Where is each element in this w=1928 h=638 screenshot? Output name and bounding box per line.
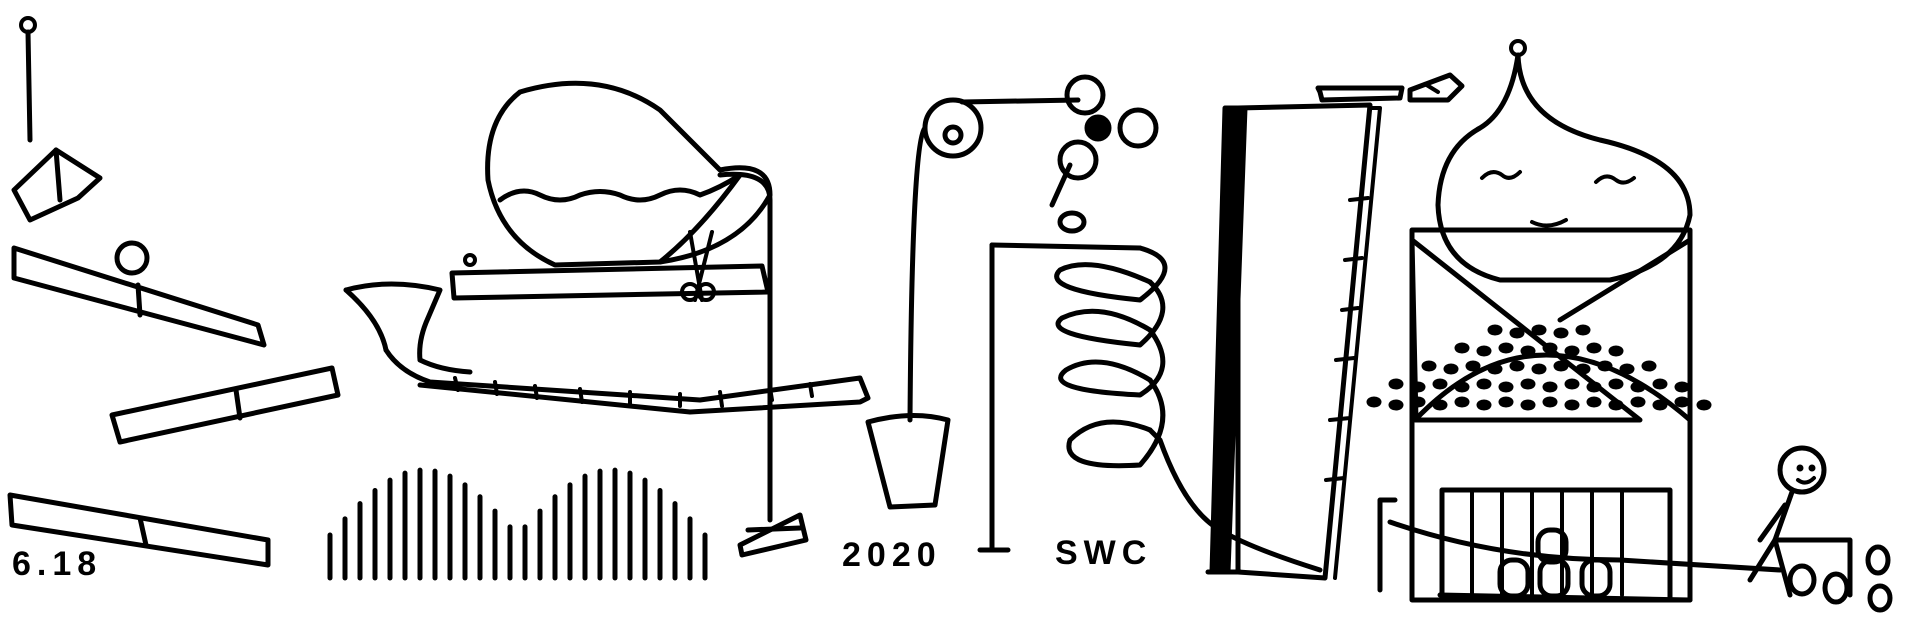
sand-dot — [1412, 398, 1424, 406]
spring-coil — [980, 245, 1320, 570]
sand-dot — [1676, 398, 1688, 406]
sand-dots — [1368, 326, 1710, 409]
sand-dot — [1610, 380, 1622, 388]
hourglass — [1412, 41, 1690, 600]
sand-dot — [1511, 362, 1523, 370]
sand-dot — [1478, 380, 1490, 388]
ball — [117, 243, 147, 273]
sand-dot — [1577, 326, 1589, 334]
cage — [1380, 490, 1780, 600]
rod-stand — [720, 174, 806, 555]
sand-dot — [1610, 347, 1622, 355]
sand-dot — [1456, 344, 1468, 352]
marbles — [1790, 547, 1890, 610]
sand-dot — [1632, 398, 1644, 406]
ramp-middle — [112, 368, 338, 442]
sand-dot — [1489, 365, 1501, 373]
pulley — [910, 100, 1078, 420]
sand-dot — [1390, 401, 1402, 409]
sand-dot — [1478, 347, 1490, 355]
sand-dot — [1555, 329, 1567, 337]
stick-figure — [1750, 448, 1850, 595]
sand-dot — [1467, 362, 1479, 370]
sand-dot — [1423, 362, 1435, 370]
sand-dot — [1533, 365, 1545, 373]
initials-label: SWC — [1055, 534, 1153, 572]
sand-dot — [1478, 401, 1490, 409]
pen-nib-icon — [1318, 75, 1462, 100]
sand-dot — [1610, 401, 1622, 409]
sand-dot — [1577, 365, 1589, 373]
sand-dot — [1588, 383, 1600, 391]
sand-dot — [1676, 383, 1688, 391]
water-sack — [465, 83, 770, 265]
sand-dot — [1544, 398, 1556, 406]
sand-dot — [1643, 362, 1655, 370]
sand-dot — [1390, 380, 1402, 388]
shelf-plank — [452, 266, 768, 298]
long-tube — [386, 350, 868, 412]
sand-dot — [1654, 401, 1666, 409]
sand-dot — [1566, 347, 1578, 355]
fidget-spinner-icon — [1052, 77, 1156, 231]
sand-dot — [1445, 365, 1457, 373]
sand-dot — [1456, 398, 1468, 406]
sand-dot — [1434, 380, 1446, 388]
sand-dot — [1511, 329, 1523, 337]
sand-dot — [1632, 383, 1644, 391]
ramp-top — [14, 248, 264, 345]
ramp-bottom — [10, 495, 268, 565]
sand-dot — [1533, 326, 1545, 334]
sand-dot — [1566, 401, 1578, 409]
sand-dot — [1588, 398, 1600, 406]
sand-dot — [1566, 380, 1578, 388]
sand-dot — [1599, 362, 1611, 370]
hanging-bucket — [14, 18, 100, 220]
domino-row — [330, 470, 705, 578]
sand-dot — [1412, 383, 1424, 391]
sand-dot — [1500, 398, 1512, 406]
sand-dot — [1588, 344, 1600, 352]
sand-dot — [1654, 380, 1666, 388]
year-label: 2020 — [842, 536, 942, 574]
funnel — [346, 284, 440, 360]
sand-dot — [1698, 401, 1710, 409]
sand-dot — [1456, 383, 1468, 391]
sand-dot — [1434, 401, 1446, 409]
date-label: 6.18 — [12, 545, 103, 583]
sand-dot — [1544, 383, 1556, 391]
scissors-icon — [682, 232, 714, 300]
sand-dot — [1555, 362, 1567, 370]
sand-dot — [1368, 398, 1380, 406]
sand-dot — [1522, 401, 1534, 409]
sand-dot — [1544, 344, 1556, 352]
sand-dot — [1621, 365, 1633, 373]
sand-dot — [1500, 344, 1512, 352]
tall-post — [1208, 105, 1380, 578]
bucket — [868, 415, 948, 507]
sand-dot — [1522, 380, 1534, 388]
sand-dot — [1489, 326, 1501, 334]
sand-dot — [1522, 347, 1534, 355]
sand-dot — [1500, 383, 1512, 391]
